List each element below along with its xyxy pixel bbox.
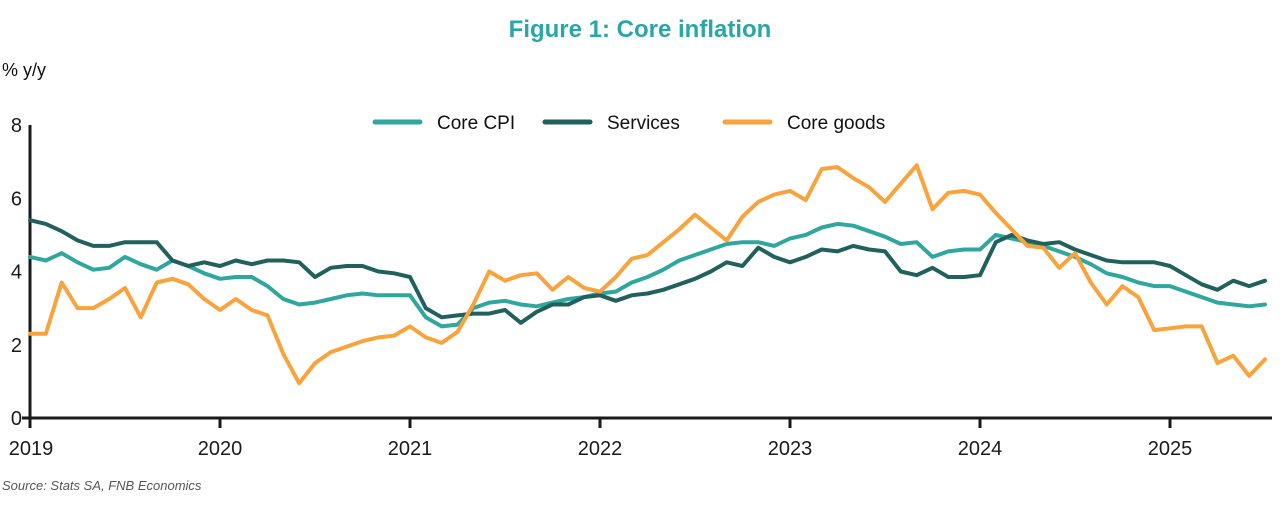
y-tick-label: 6 xyxy=(11,188,22,210)
series-line-core-cpi xyxy=(28,221,1267,329)
x-tick-label: 2024 xyxy=(958,438,1003,460)
axes xyxy=(28,125,1272,428)
x-tick-label: 2021 xyxy=(388,438,433,460)
y-tick-label: 4 xyxy=(11,262,22,284)
x-tick-label: 2023 xyxy=(768,438,813,460)
x-tick-label: 2020 xyxy=(198,438,243,460)
y-tick-label: 8 xyxy=(11,115,22,137)
legend-label-core-goods: Core goods xyxy=(787,113,885,134)
x-tick-label: 2019 xyxy=(9,438,54,460)
x-tick-label: 2025 xyxy=(1148,438,1193,460)
y-tick-label: 2 xyxy=(11,335,22,357)
x-tick-label: 2022 xyxy=(578,438,623,460)
y-tick-label: 0 xyxy=(11,408,22,430)
source-note: Source: Stats SA, FNB Economics xyxy=(2,478,202,493)
y-axis-unit-label: % y/y xyxy=(2,60,47,80)
legend-label-services: Services xyxy=(607,113,680,134)
series-line-services xyxy=(28,218,1267,325)
series-line-core-goods xyxy=(28,163,1267,386)
legend-label-core-cpi: Core CPI xyxy=(437,113,515,134)
chart-title: Figure 1: Core inflation xyxy=(508,16,772,43)
